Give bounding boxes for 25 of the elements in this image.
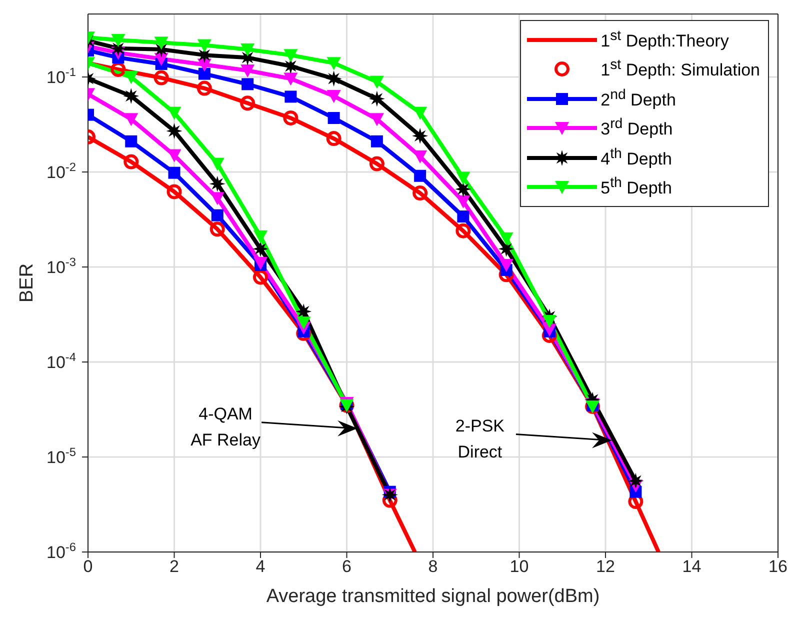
legend-label: 5$^{th}$ Depth bbox=[600, 175, 672, 200]
y-tick-label: 10$^{-4}$ bbox=[46, 350, 76, 372]
y-tick-label: 10$^{-2}$ bbox=[46, 160, 76, 182]
x-tick-label: 10 bbox=[510, 557, 529, 576]
y-axis-title: BER bbox=[16, 263, 38, 303]
legend-label: 1$^{st}$ Depth:Theory bbox=[600, 28, 729, 52]
x-axis-title: Average transmitted signal power(dBm) bbox=[266, 586, 600, 607]
y-tick-label: 10$^{-3}$ bbox=[46, 254, 76, 277]
annotation: 4-QAM AF Relay bbox=[190, 404, 261, 450]
legend-label: 1$^{st}$ Depth: Simulation bbox=[600, 57, 760, 82]
x-tick-label: 2 bbox=[170, 557, 179, 576]
x-tick-label: 16 bbox=[768, 557, 788, 576]
y-tick-label: 10$^{-5}$ bbox=[46, 444, 76, 467]
legend-label: 2$^{nd}$ Depth bbox=[600, 86, 676, 111]
x-tick-label: 6 bbox=[342, 557, 352, 576]
x-tick-label: 4 bbox=[256, 557, 266, 576]
x-tick-label: 8 bbox=[428, 557, 438, 576]
legend-label: 3$^{rd}$ Depth bbox=[600, 116, 673, 140]
x-tick-label: 0 bbox=[83, 557, 93, 576]
y-tick-label: 10$^{-1}$ bbox=[46, 64, 76, 87]
x-tick-label: 12 bbox=[596, 557, 615, 576]
y-tick-label: 10$^{-6}$ bbox=[46, 540, 76, 562]
annotation: 2-PSK Direct bbox=[455, 416, 506, 462]
legend-label: 4$^{th}$ Depth bbox=[600, 146, 672, 170]
x-tick-label: 14 bbox=[682, 557, 702, 576]
